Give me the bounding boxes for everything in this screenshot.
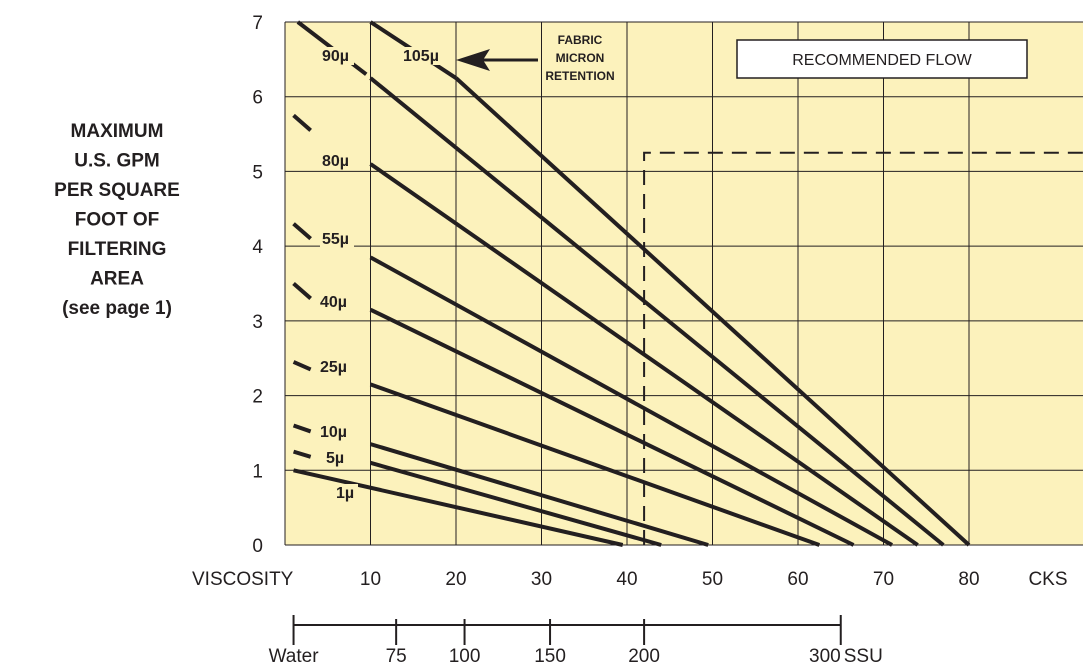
- x-tick-label-80: 80: [958, 569, 979, 590]
- y-tick-label-1: 1: [252, 461, 263, 482]
- series-label-bg-40u: [318, 293, 352, 311]
- ssu-tick-label-1: Water: [269, 646, 320, 667]
- annotation-line-2: MICRON: [556, 51, 605, 65]
- x-axis-label: VISCOSITY: [192, 569, 294, 590]
- x-tick-label-50: 50: [702, 569, 723, 590]
- series-lead-in-55u: [292, 222, 312, 241]
- y-axis-label-line-4: FOOT OF: [75, 210, 159, 231]
- series-line-1u: [293, 468, 624, 547]
- x-tick-labels: VISCOSITY CKS 10 20 30 40 50 60 70 80: [192, 569, 1068, 590]
- ssu-tick-label-5: 200: [628, 646, 660, 667]
- series-label-bg-10u: [318, 423, 352, 441]
- ssu-tick-label-2: 75: [386, 646, 407, 667]
- series-label-5u: 5µ: [326, 450, 344, 467]
- series-labels: 1µ 5µ 10µ 25µ 40µ 55µ 80µ 90µ 105µ: [318, 47, 445, 502]
- legend-box: [736, 39, 1028, 79]
- y-axis-label-line-2: U.S. GPM: [74, 151, 160, 172]
- series-label-1u: 1µ: [336, 485, 354, 502]
- y-axis-label-line-1: MAXIMUM: [71, 121, 164, 142]
- series-line-25u: [369, 382, 821, 547]
- series-label-90u: 90µ: [322, 48, 349, 65]
- recommended-flow-line: [643, 151, 1083, 545]
- ssu-tick-label-6: 300: [809, 646, 841, 667]
- series-line-105u: [454, 76, 971, 547]
- y-tick-label-0: 0: [252, 536, 263, 557]
- series-label-bg-1u: [334, 484, 358, 502]
- series-lead-in-10u: [292, 423, 312, 434]
- y-tick-labels: 0 1 2 3 4 5 6 7: [252, 13, 263, 557]
- annotation-line-3: RETENTION: [545, 69, 614, 83]
- series-line-90u: [369, 76, 945, 547]
- series-label-55u: 55µ: [322, 231, 349, 248]
- x-tick-label-20: 20: [445, 569, 466, 590]
- series-lead-in-5u: [292, 449, 312, 459]
- ssu-tick-label-4: 150: [534, 646, 566, 667]
- y-tick-label-2: 2: [252, 387, 263, 408]
- series-label-bg-25u: [318, 358, 352, 376]
- y-axis-label-line-6: AREA: [90, 269, 144, 290]
- fabric-annotation: FABRIC MICRON RETENTION: [456, 33, 615, 83]
- series-line-10u: [369, 442, 709, 547]
- ssu-tick-label-3: 100: [449, 646, 481, 667]
- y-tick-label-7: 7: [252, 13, 263, 34]
- y-tick-label-3: 3: [252, 312, 263, 333]
- x-tick-label-60: 60: [787, 569, 808, 590]
- series-lead-in-80u: [292, 113, 312, 132]
- series-label-25u: 25µ: [320, 359, 347, 376]
- y-axis-label-line-3: PER SQUARE: [54, 180, 180, 201]
- series-line-80u: [369, 162, 919, 547]
- series-label-bg-105u: [401, 47, 445, 65]
- series-label-bg-90u: [320, 47, 354, 65]
- series-label-40u: 40µ: [320, 294, 347, 311]
- legend: RECOMMENDED FLOW: [736, 39, 1028, 79]
- series-label-10u: 10µ: [320, 424, 347, 441]
- legend-label: RECOMMENDED FLOW: [792, 52, 972, 69]
- annotation-arrow-head: [456, 49, 490, 71]
- series-label-bg-80u: [320, 152, 354, 170]
- y-axis-label-line-5: FILTERING: [68, 239, 167, 260]
- series-lead-in-40u: [292, 281, 312, 300]
- x-tick-label-40: 40: [616, 569, 637, 590]
- ssu-unit-label: SSU: [844, 646, 883, 667]
- series-line-40u: [369, 307, 855, 547]
- annotation-line-1: FABRIC: [558, 33, 603, 47]
- x-tick-label-10: 10: [360, 569, 381, 590]
- series-label-bg-55u: [320, 230, 354, 248]
- y-tick-label-5: 5: [252, 162, 263, 183]
- x-tick-label-30: 30: [531, 569, 552, 590]
- y-tick-label-6: 6: [252, 88, 263, 109]
- ssu-scale: Water 75 100 150 200 300 SSU: [269, 615, 883, 667]
- x-axis-unit: CKS: [1028, 569, 1067, 590]
- series-line-5u: [369, 460, 662, 547]
- y-axis-label: MAXIMUM U.S. GPM PER SQUARE FOOT OF FILTERIN…: [54, 121, 180, 319]
- y-tick-label-4: 4: [252, 237, 263, 258]
- y-axis-label-line-7: (see page 1): [62, 298, 172, 319]
- series-label-bg-5u: [324, 449, 348, 467]
- series-lead-in-25u: [292, 360, 312, 372]
- recommended-flow-boundary: [643, 151, 1083, 545]
- series-label-105u: 105µ: [403, 48, 439, 65]
- series-label-80u: 80µ: [322, 153, 349, 170]
- x-tick-label-70: 70: [873, 569, 894, 590]
- series-line-55u: [369, 255, 894, 547]
